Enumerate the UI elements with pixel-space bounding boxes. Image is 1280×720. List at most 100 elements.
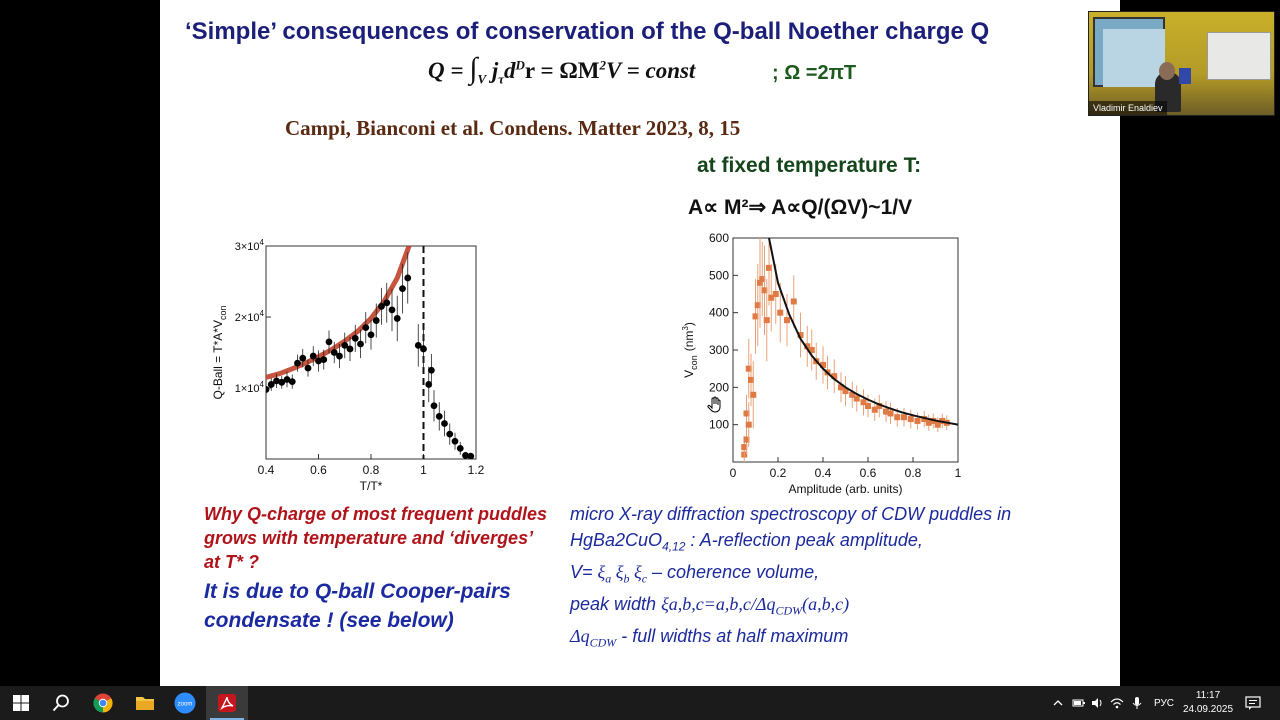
webcam-video-tile[interactable]: Vladimir Enaldiev: [1088, 11, 1275, 116]
qball-vs-temperature-chart: 0.4 0.6 0.8 1 1.2 1×104 2×104 3×104 T/T* Q-Ball =…: [204, 232, 504, 494]
chart1-data-point: [420, 345, 427, 353]
chart1-data-point: [315, 357, 322, 365]
windows-logo-icon: [13, 695, 29, 711]
chart1-data-point: [267, 381, 275, 388]
xi-a: ξ: [597, 561, 606, 582]
windows-start-button[interactable]: [0, 686, 42, 720]
chart1-xtick-label: 0.6: [310, 463, 327, 477]
acrobat-taskbar-button[interactable]: [206, 686, 248, 720]
chart1-data-point: [414, 342, 422, 349]
battery-icon[interactable]: [1072, 696, 1086, 710]
microphone-icon[interactable]: [1130, 696, 1144, 710]
citation: Campi, Bianconi et al. Condens. Matter 2…: [285, 116, 741, 140]
chart2-ylabel-sub: con: [689, 355, 699, 370]
projector-screen: [1093, 17, 1165, 87]
chart1-data-point: [430, 402, 438, 410]
desc-line-2: HgBa2CuO4,12 : A-reflection peak amplitu…: [570, 528, 1110, 560]
proportionality-relation: A∝ M²⇒ A∝Q/(ΩV)~1/V: [688, 196, 913, 219]
cdw-sub: CDW: [775, 603, 803, 618]
input-language-indicator[interactable]: РУС: [1154, 697, 1175, 709]
chart2-ylabel-unit-exp: 3: [681, 326, 690, 331]
chart1-data-point: [288, 378, 296, 386]
formula-d: d: [504, 58, 516, 83]
chart2-data-point: [790, 298, 797, 305]
chart1-data-point: [325, 338, 333, 346]
clock-time: 11:17: [1195, 690, 1221, 701]
chart1-data-point: [330, 349, 338, 356]
chart2-data-point: [754, 302, 761, 309]
zoom-taskbar-button[interactable]: zoom: [164, 686, 206, 720]
chart1-frame: [265, 245, 477, 460]
chart2-ytick-label: 200: [709, 380, 729, 394]
chart2-data-point: [759, 276, 766, 283]
why-question: Why Q-charge of most frequent puddles gr…: [204, 504, 548, 572]
q-formula: Q = ∫V jτdDr = ΩM2V = const: [428, 52, 695, 88]
chart1-ylabel-sub: con: [218, 306, 228, 321]
chart1-xtick-label: 0.4: [258, 463, 275, 477]
show-hidden-icons-chevron-icon[interactable]: [1052, 697, 1064, 709]
chart2-ytick-label: 600: [709, 231, 729, 245]
chart1-data-point: [435, 413, 443, 420]
formula-rest: V = const: [605, 58, 696, 83]
search-button[interactable]: [40, 686, 82, 720]
chart2-data-point: [797, 332, 804, 339]
chart2-data-point: [925, 419, 932, 426]
chart1-xtick-label: 1: [420, 463, 427, 477]
chart2-ylabel-unit-end: ): [682, 322, 696, 326]
chart2-data-point: [745, 421, 752, 428]
sub-c: c: [641, 571, 648, 586]
chart2-data-point: [804, 343, 811, 350]
chart1-ylabel: Q-Ball = T*A*Vcon: [211, 306, 228, 400]
chart1-data-point: [446, 430, 454, 438]
system-clock[interactable]: 11:17 24.09.2025: [1176, 689, 1240, 717]
chart1-ytick-label: 3×104: [235, 238, 265, 253]
slide-title: ‘Simple’ consequences of conservation of…: [185, 18, 990, 45]
chart2-data-point: [838, 384, 844, 391]
chart2-svg: 0 0.2 0.4 0.6 0.8 1 100 200 300 400 500 600 Amplitud…: [681, 231, 962, 496]
formula-limit: V: [477, 71, 487, 87]
compound-name: HgBa2CuO: [570, 529, 663, 550]
chart1-data-point: [383, 299, 391, 307]
chrome-taskbar-button[interactable]: [82, 686, 124, 720]
chart2-xtick-label: 0: [730, 466, 737, 480]
chart1-ytick-label: 1×104: [235, 380, 265, 395]
chart1-data-point: [425, 381, 433, 388]
wifi-icon[interactable]: [1110, 696, 1124, 710]
chart2-data-point: [876, 403, 883, 409]
chart2-data-point: [934, 421, 941, 428]
chart2-xtick-label: 0.2: [770, 466, 787, 480]
chart2-data-point: [745, 365, 752, 372]
chart1-data-point: [399, 285, 406, 292]
hand-cursor-icon: [707, 396, 721, 413]
chart2-data-point: [743, 436, 750, 443]
formula-integral: ∫: [469, 52, 478, 85]
xi-c: ξ: [629, 561, 642, 582]
acrobat-icon: [218, 694, 236, 712]
file-explorer-taskbar-button[interactable]: [124, 686, 166, 720]
participant-name: Vladimir Enaldiev: [1089, 101, 1167, 115]
chart2-data-point: [820, 361, 826, 368]
chart2-xtick-label: 0.4: [815, 466, 832, 480]
search-icon: [52, 694, 69, 712]
chart2-data-point: [831, 373, 838, 380]
chart2-data-point: [784, 317, 790, 324]
chart2-ylabel: Vcon(nm3): [681, 322, 699, 378]
peak-width-formula: ξa,b,c=a,b,c/Δq: [661, 593, 776, 614]
banner: [1179, 68, 1191, 84]
chart1-data-point: [304, 364, 312, 372]
desc-line-1: micro X-ray diffraction spectroscopy of …: [570, 504, 1012, 524]
folder-icon: [136, 697, 154, 710]
chart1-data-point: [393, 315, 401, 322]
fixed-temperature-heading: at fixed temperature T:: [697, 154, 922, 177]
answer-text: It is due to Q-ball Cooper-pairs condens…: [204, 580, 511, 632]
chart1-data-point: [294, 359, 301, 367]
chart1-xlabel: T/T*: [360, 479, 383, 493]
chart1-data-point: [362, 324, 370, 332]
speaker-icon[interactable]: [1090, 696, 1104, 710]
notifications-icon[interactable]: [1245, 695, 1261, 711]
chart2-data-point: [901, 414, 907, 421]
chart2-ylabel-unit: (nm: [682, 331, 696, 352]
chart2-data-point: [849, 391, 856, 398]
chart1-data-point: [367, 331, 375, 339]
